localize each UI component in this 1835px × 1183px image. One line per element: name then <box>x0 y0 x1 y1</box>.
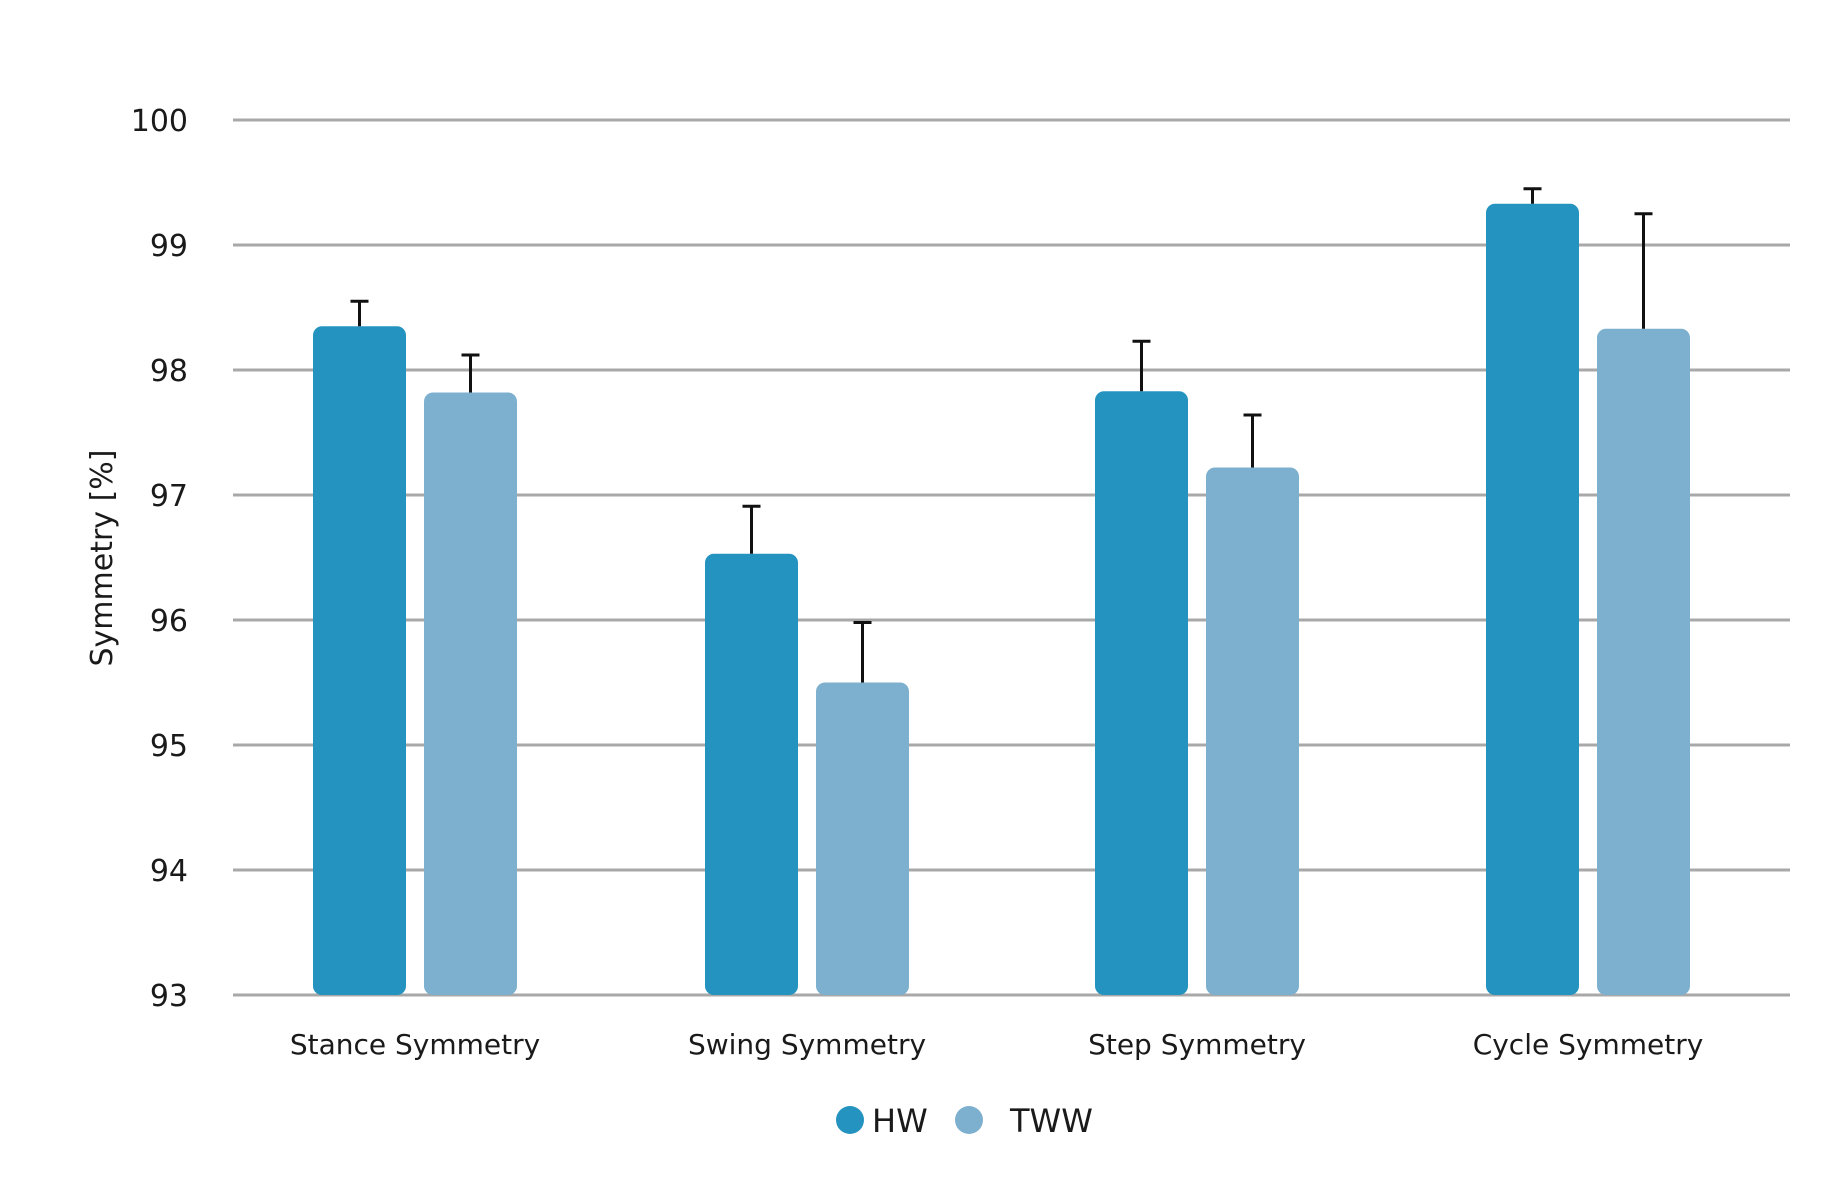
x-axis-categories: Stance Symmetry Swing Symmetry Step Symmet… <box>290 1028 1703 1061</box>
bars <box>313 203 1690 995</box>
legend-label-tww: TWW <box>1009 1102 1093 1140</box>
legend-swatch-tww <box>955 1106 983 1134</box>
error-bars <box>350 187 1653 683</box>
y-tick-label: 99 <box>150 229 188 264</box>
x-category-label: Swing Symmetry <box>688 1028 926 1061</box>
bar-tww <box>1597 328 1690 995</box>
bar-hw <box>313 326 406 995</box>
y-tick-label: 97 <box>150 479 188 514</box>
y-tick-label: 93 <box>150 979 188 1014</box>
x-category-label: Stance Symmetry <box>290 1028 540 1061</box>
y-tick-label: 94 <box>150 854 188 889</box>
legend-label-hw: HW <box>872 1102 928 1140</box>
y-tick-label: 96 <box>150 604 188 639</box>
bar-hw <box>1486 203 1579 995</box>
y-tick-label: 100 <box>131 104 188 139</box>
x-category-label: Step Symmetry <box>1088 1028 1306 1061</box>
y-tick-label: 95 <box>150 729 188 764</box>
bar-tww <box>424 392 517 995</box>
legend-swatch-hw <box>836 1106 864 1134</box>
legend: HW TWW <box>836 1102 1093 1140</box>
bar-hw <box>1095 391 1188 995</box>
y-tick-label: 98 <box>150 354 188 389</box>
x-category-label: Cycle Symmetry <box>1473 1028 1704 1061</box>
y-axis-title: Symmetry [%] <box>85 449 120 666</box>
bar-tww <box>1206 467 1299 995</box>
bar-tww <box>816 682 909 995</box>
y-axis-ticks: 93 94 95 96 97 98 99 100 <box>131 104 188 1014</box>
bar-hw <box>705 553 798 995</box>
